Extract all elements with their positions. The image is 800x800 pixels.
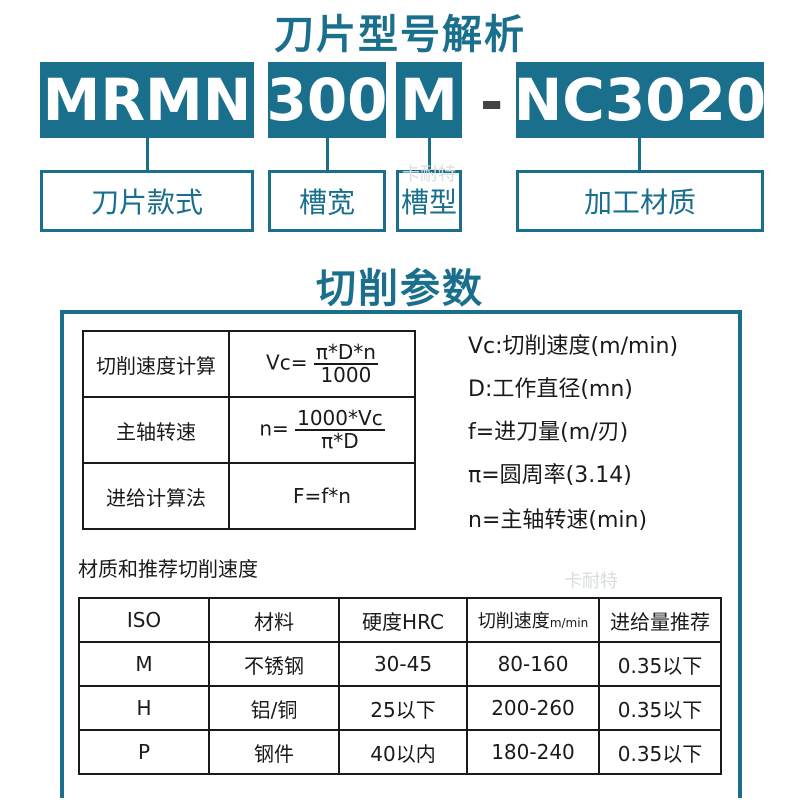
connector-line: [428, 138, 431, 170]
formula-name: 切削速度计算: [82, 330, 230, 398]
code-groove: M: [396, 62, 462, 138]
connector-line: [638, 138, 641, 170]
formula-cell: F=f*n: [228, 462, 416, 530]
formula-denominator: π*D: [321, 429, 359, 453]
formula-denominator: 1000: [320, 363, 372, 387]
formula-row: 切削速度计算 Vc= π*D*n 1000: [82, 330, 416, 398]
column-header: 材料: [208, 597, 340, 643]
cell-feed: 0.35以下: [598, 641, 722, 687]
table-header-row: ISO 材料 硬度HRC 切削速度m/min 进给量推荐: [78, 597, 722, 643]
note-vc: Vc:切削速度(m/min): [468, 334, 679, 359]
cell-material: 钢件: [208, 729, 340, 775]
label-width: 槽宽: [268, 170, 386, 232]
cell-iso: P: [78, 729, 210, 775]
formula-row: 进给计算法 F=f*n: [82, 462, 416, 530]
formula-table: 切削速度计算 Vc= π*D*n 1000 主轴转速 n= 1000*Vc π*…: [82, 330, 416, 530]
label-material: 加工材质: [516, 170, 764, 232]
formula-name: 进给计算法: [82, 462, 230, 530]
column-header-speed: 切削速度: [477, 611, 550, 632]
cell-feed: 0.35以下: [598, 685, 722, 731]
watermark: 卡耐特: [402, 164, 456, 185]
cell-hardness: 25以下: [338, 685, 468, 731]
code-dash: -: [480, 70, 504, 135]
connector-line: [146, 138, 149, 170]
cell-speed: 180-240: [466, 729, 600, 775]
watermark: 卡耐特: [564, 571, 618, 592]
cell-speed: 200-260: [466, 685, 600, 731]
column-header-unit: m/min: [549, 616, 589, 630]
cell-iso: M: [78, 641, 210, 687]
code-style: MRMN: [40, 62, 254, 138]
cell-material: 不锈钢: [208, 641, 340, 687]
cell-material: 铝/铜: [208, 685, 340, 731]
formula-name: 主轴转速: [82, 396, 230, 464]
cell-iso: H: [78, 685, 210, 731]
cell-hardness: 40以内: [338, 729, 468, 775]
cell-hardness: 30-45: [338, 641, 468, 687]
note-f: f=进刀量(m/刃): [468, 420, 629, 445]
page-title: 刀片型号解析: [274, 12, 526, 58]
cell-feed: 0.35以下: [598, 729, 722, 775]
formula-cell: Vc= π*D*n 1000: [228, 330, 416, 398]
label-style: 刀片款式: [40, 170, 254, 232]
materials-table: ISO 材料 硬度HRC 切削速度m/min 进给量推荐 M 不锈钢 30-45…: [78, 597, 722, 775]
parameters-panel: [60, 310, 742, 798]
formula-cell: n= 1000*Vc π*D: [228, 396, 416, 464]
formula-fraction: 1000*Vc π*D: [295, 408, 385, 452]
column-header: 切削速度m/min: [466, 597, 600, 643]
formula-row: 主轴转速 n= 1000*Vc π*D: [82, 396, 416, 464]
note-d: D:工作直径(mn): [468, 377, 633, 402]
formula-numerator: π*D*n: [313, 340, 378, 365]
formula-prefix: Vc=: [266, 350, 308, 375]
note-pi: π=圆周率(3.14): [468, 463, 632, 488]
label-groove: 槽型: [396, 170, 462, 232]
table-row: P 钢件 40以内 180-240 0.35以下: [78, 729, 722, 775]
materials-heading: 材质和推荐切削速度: [78, 557, 258, 581]
section-title: 切削参数: [316, 266, 484, 312]
formula-fraction: π*D*n 1000: [313, 340, 378, 387]
formula-numerator: 1000*Vc: [295, 406, 385, 431]
table-row: M 不锈钢 30-45 80-160 0.35以下: [78, 641, 722, 687]
code-material: NC3020: [514, 62, 766, 138]
connector-line: [326, 138, 329, 170]
column-header: 进给量推荐: [598, 597, 722, 643]
formula-prefix: n=: [259, 416, 289, 441]
column-header: 硬度HRC: [338, 597, 468, 643]
note-n: n=主轴转速(min): [468, 508, 648, 533]
column-header: ISO: [78, 597, 210, 643]
table-row: H 铝/铜 25以下 200-260 0.35以下: [78, 685, 722, 731]
cell-speed: 80-160: [466, 641, 600, 687]
code-width: 300: [266, 62, 388, 138]
